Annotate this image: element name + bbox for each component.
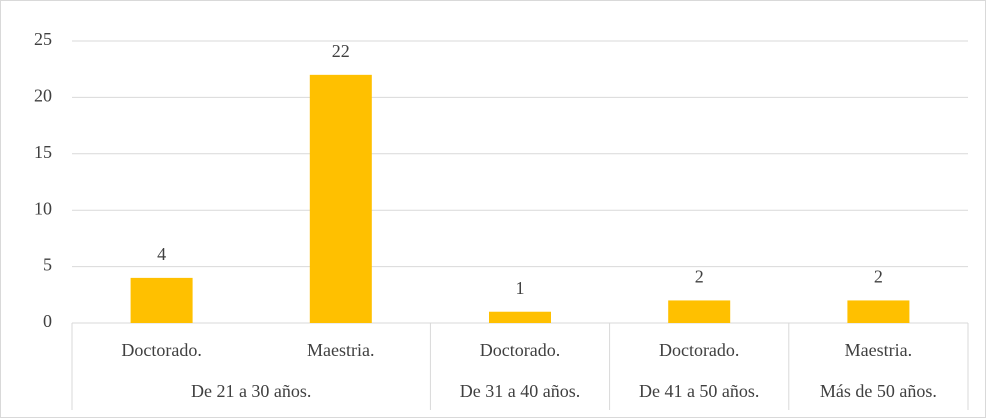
x-tick-label: Doctorado.	[480, 340, 560, 360]
y-tick-label: 25	[34, 29, 52, 49]
y-tick-label: 5	[43, 255, 52, 275]
x-tick-label: Doctorado.	[121, 340, 201, 360]
y-tick-label: 15	[34, 142, 52, 162]
bar	[489, 311, 551, 323]
data-label: 1	[516, 278, 525, 298]
data-label: 2	[695, 267, 704, 287]
data-label: 22	[332, 41, 350, 61]
bar	[847, 300, 910, 323]
data-label: 4	[157, 244, 166, 264]
bar	[130, 277, 193, 323]
x-tick-label: Maestria.	[307, 340, 374, 360]
group-label: Más de 50 años.	[820, 381, 937, 401]
y-tick-label: 20	[34, 86, 52, 106]
bar	[668, 300, 731, 323]
y-tick-label: 0	[43, 311, 52, 331]
y-tick-label: 10	[34, 198, 52, 218]
x-tick-label: Maestria.	[845, 340, 912, 360]
bar	[309, 74, 372, 323]
data-label: 2	[874, 267, 883, 287]
group-label: De 31 a 40 años.	[460, 381, 580, 401]
group-label: De 21 a 30 años.	[191, 381, 311, 401]
x-tick-label: Doctorado.	[659, 340, 739, 360]
group-label: De 41 a 50 años.	[639, 381, 759, 401]
